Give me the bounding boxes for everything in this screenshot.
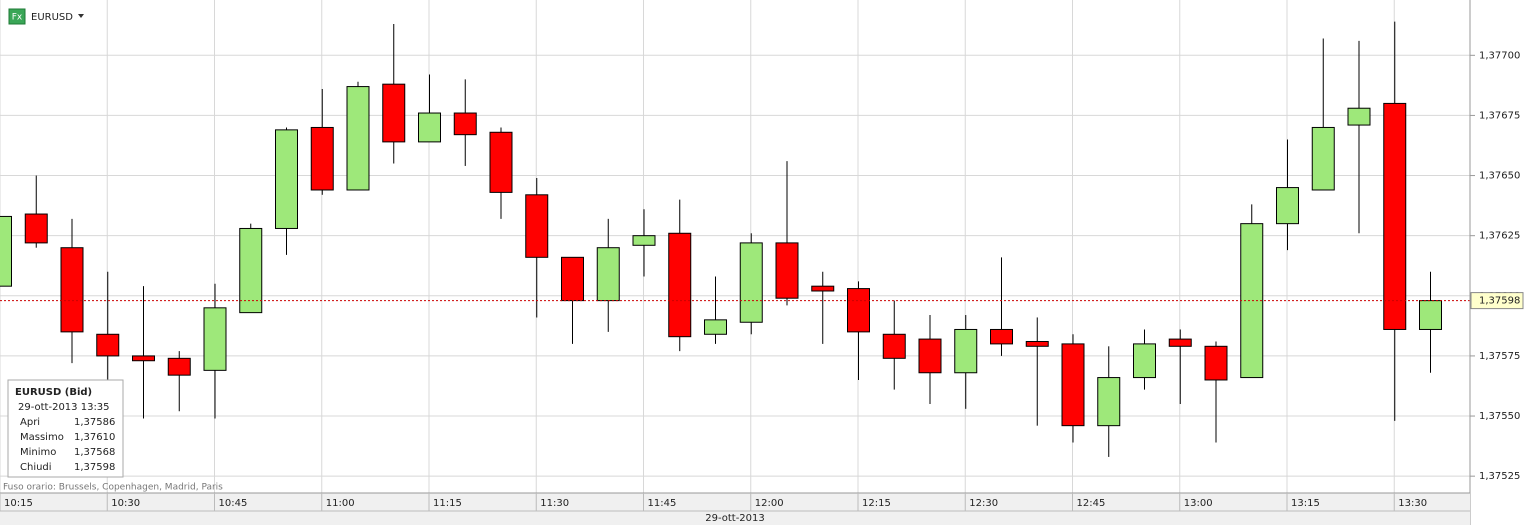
candle-body xyxy=(453,112,477,136)
candle-body xyxy=(275,129,298,229)
y-tick-label: 1,37625 xyxy=(1479,231,1520,242)
candle-body xyxy=(310,126,334,191)
x-tick-label: 10:15 xyxy=(4,498,33,509)
tooltip-value: 1,37610 xyxy=(74,432,115,443)
candle-body xyxy=(1276,187,1299,225)
tooltip-datetime: 29-ott-2013 13:35 xyxy=(18,402,110,413)
candles xyxy=(0,21,1470,457)
candle-body xyxy=(775,242,799,299)
symbol: EURUSD xyxy=(31,12,73,23)
x-tick-label: 10:45 xyxy=(219,498,248,509)
candle-body xyxy=(1204,345,1228,381)
tooltip-key: Minimo xyxy=(20,447,56,458)
fx-icon-text: Fx xyxy=(12,13,23,23)
x-tick-label: 10:30 xyxy=(111,498,140,509)
tooltip-value: 1,37586 xyxy=(74,417,115,428)
candle-body xyxy=(882,333,906,359)
time-axis xyxy=(0,493,1470,525)
y-tick-label: 1,37650 xyxy=(1479,171,1520,182)
x-tick-label: 12:00 xyxy=(755,498,784,509)
candle-body xyxy=(1061,343,1085,427)
candle-body xyxy=(203,307,227,371)
candle-body xyxy=(167,357,191,376)
candle-body xyxy=(954,328,978,374)
x-tick-label: 11:00 xyxy=(326,498,355,509)
y-tick-label: 1,37675 xyxy=(1479,110,1520,121)
last-price-box xyxy=(1470,292,1524,310)
candle-body xyxy=(418,112,441,143)
y-tick-label: 1,37550 xyxy=(1479,411,1520,422)
candle-body xyxy=(561,256,584,302)
candle-body xyxy=(704,319,727,335)
x-tick-label: 13:30 xyxy=(1398,498,1427,509)
candle-body xyxy=(811,285,835,292)
candle-body xyxy=(632,235,656,246)
x-tick-label: 13:15 xyxy=(1291,498,1320,509)
tooltip-box xyxy=(7,379,124,478)
candle-body xyxy=(739,242,763,323)
axes: 1,375251,375501,375751,376001,376251,376… xyxy=(0,50,1524,511)
tooltip: EURUSD (Bid) 29-ott-2013 13:35 Apri 1,375… xyxy=(7,379,124,478)
dropdown-arrow xyxy=(78,14,84,18)
candle-body xyxy=(668,232,692,338)
tooltip-title: EURUSD (Bid) xyxy=(15,387,92,398)
x-tick-label: 12:30 xyxy=(969,498,998,509)
last-price-label: 1,37598 xyxy=(1479,296,1520,307)
tooltip-key: Chiudi xyxy=(20,462,52,473)
candle-body xyxy=(847,288,870,333)
candle-body xyxy=(1097,377,1121,427)
tooltip-rows: Apri 1,37586 Massimo 1,37610 Minimo 1,37568 Ch… xyxy=(20,417,115,473)
x-tick-label: 11:30 xyxy=(540,498,569,509)
candle-body xyxy=(1347,107,1371,126)
fx-icon xyxy=(8,8,26,25)
candle-body xyxy=(382,83,406,143)
timezone-note: Fuso orario: Brussels, Copenhagen, Madri… xyxy=(3,483,223,493)
candle-body xyxy=(1025,340,1049,347)
candle-body xyxy=(596,247,620,302)
candle-body xyxy=(1383,102,1407,330)
candle-body xyxy=(96,333,120,357)
x-tick-label: 13:00 xyxy=(1184,498,1213,509)
y-tick-label: 1,37700 xyxy=(1479,50,1520,61)
candle-body xyxy=(60,247,84,333)
tooltip-key: Apri xyxy=(20,417,40,428)
candle-body xyxy=(346,86,370,191)
candle-body xyxy=(489,131,513,193)
y-tick-label: 1,37575 xyxy=(1479,351,1520,362)
candle-body xyxy=(990,328,1013,345)
candle-body xyxy=(1133,343,1156,379)
candle-body xyxy=(1419,300,1442,330)
tooltip-key: Massimo xyxy=(20,432,64,443)
candle-body xyxy=(24,213,48,244)
candle-body xyxy=(1311,126,1335,191)
candle-body xyxy=(0,215,12,287)
x-tick-label: 11:45 xyxy=(648,498,677,509)
date-label: 29-ott-2013 xyxy=(705,513,765,524)
candle-body xyxy=(1168,338,1192,347)
tooltip-value: 1,37598 xyxy=(74,462,115,473)
candle-body xyxy=(239,227,263,314)
y-tick-label: 1,37525 xyxy=(1479,471,1520,482)
header[interactable]: Fx EURUSD xyxy=(8,8,84,25)
candle-body xyxy=(525,194,549,258)
x-tick-label: 12:45 xyxy=(1077,498,1106,509)
candle-body xyxy=(132,355,155,362)
candle-body xyxy=(918,338,942,374)
x-tick-label: 11:15 xyxy=(433,498,462,509)
tooltip-value: 1,37568 xyxy=(74,447,115,458)
x-tick-label: 12:15 xyxy=(862,498,891,509)
